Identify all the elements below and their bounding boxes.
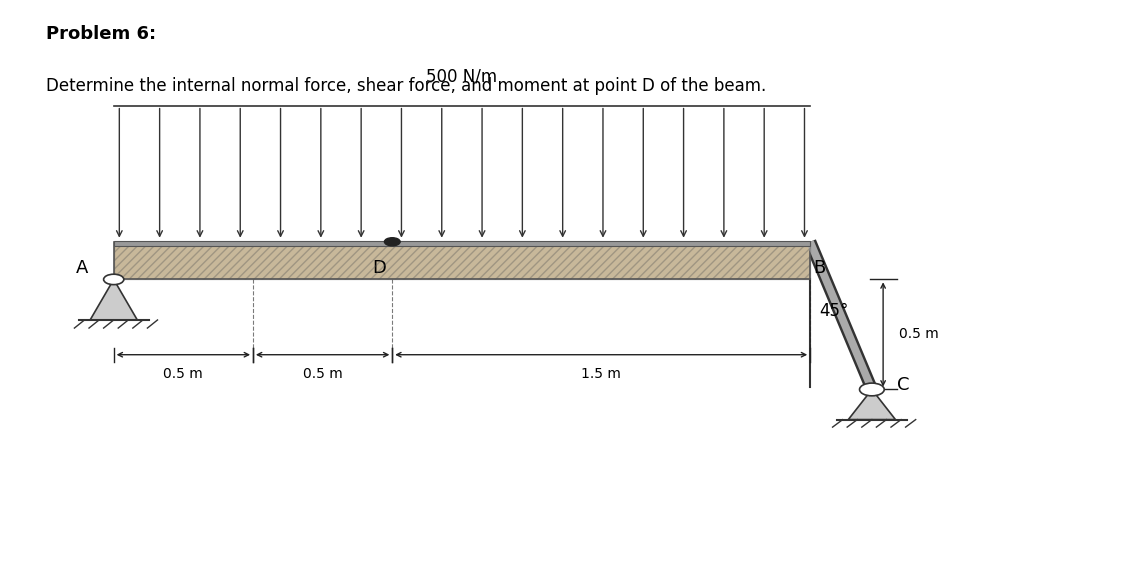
Bar [114, 242, 810, 279]
Text: 1.5 m: 1.5 m [581, 367, 622, 381]
Text: 0.5 m: 0.5 m [899, 328, 939, 342]
Circle shape [859, 383, 884, 396]
Polygon shape [90, 279, 137, 320]
Text: 45°: 45° [819, 302, 849, 320]
Text: 0.5 m: 0.5 m [303, 367, 342, 381]
Text: 0.5 m: 0.5 m [163, 367, 203, 381]
Text: Problem 6:: Problem 6: [46, 24, 157, 42]
Polygon shape [848, 389, 895, 420]
Text: B: B [813, 259, 825, 277]
Text: A: A [77, 259, 89, 277]
Text: 500 N/m: 500 N/m [427, 68, 498, 86]
Text: Determine the internal normal force, shear force, and moment at point D of the b: Determine the internal normal force, she… [46, 77, 767, 95]
Text: C: C [896, 376, 909, 394]
Circle shape [384, 237, 400, 246]
Circle shape [104, 274, 124, 285]
Bar [114, 242, 810, 279]
Bar [114, 241, 810, 246]
Text: D: D [372, 259, 386, 277]
